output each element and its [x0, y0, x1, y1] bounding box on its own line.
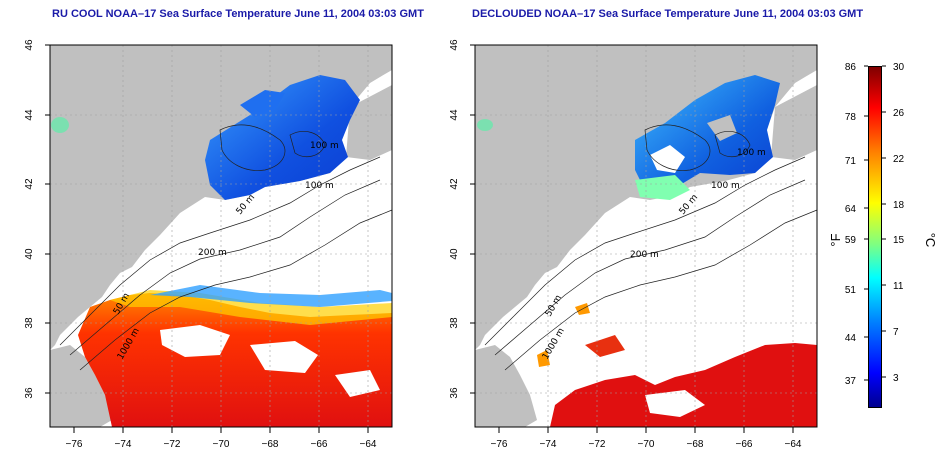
coast-peninsula	[475, 345, 537, 427]
x-tick-label: −66	[311, 439, 328, 450]
fahrenheit-tick: 59	[845, 235, 857, 246]
contour-label-200m: 200 m	[198, 248, 227, 258]
celsius-tick: 30	[893, 62, 905, 73]
fahrenheit-tick: 37	[845, 376, 857, 387]
celsius-tick: 18	[893, 200, 905, 211]
x-tick-label: −74	[540, 439, 557, 450]
celsius-tick: 7	[893, 327, 899, 338]
y-tick-label: 44	[24, 109, 35, 121]
x-tick-label: −76	[66, 439, 83, 450]
right-map-svg: 100 m 50 m 200 m 50 m 1000 m 100 m −76 −…	[449, 39, 818, 450]
celsius-tick: 15	[893, 235, 905, 246]
transition-patch	[635, 175, 690, 200]
left-map: 100 m 50 m 200 m 50 m 1000 m 100 m −76 −…	[24, 39, 393, 450]
fahrenheit-label: °F	[828, 233, 843, 246]
fahrenheit-tick: 71	[845, 156, 857, 167]
cloud-gap-1	[160, 325, 230, 357]
x-tick-label: −72	[164, 439, 181, 450]
decloud-gap-1	[650, 145, 685, 173]
y-tick-label: 40	[449, 248, 460, 260]
celsius-tick: 3	[893, 373, 899, 384]
celsius-tick: 26	[893, 108, 905, 119]
x-tick-label: −74	[115, 439, 132, 450]
left-panel-title: RU COOL NOAA–17 Sea Surface Temperature …	[52, 8, 424, 20]
cool-streaks	[150, 285, 392, 307]
colorbar	[868, 66, 882, 408]
y-tick-label: 42	[24, 178, 35, 190]
x-tick-label: −72	[589, 439, 606, 450]
y-tick-label: 36	[449, 387, 460, 399]
y-tick-label: 44	[449, 109, 460, 121]
right-panel-title: DECLOUDED NOAA–17 Sea Surface Temperatur…	[472, 8, 864, 20]
x-tick-label: −68	[687, 439, 704, 450]
x-axis	[498, 427, 794, 433]
small-warm-patch	[477, 119, 493, 131]
y-axis	[470, 44, 475, 394]
fahrenheit-tick: 44	[845, 333, 857, 344]
y-axis	[45, 44, 50, 394]
y-tick-label: 38	[449, 317, 460, 329]
warm-water-region	[78, 293, 392, 427]
right-map: 100 m 50 m 200 m 50 m 1000 m 100 m −76 −…	[449, 39, 818, 450]
contour-label-100m-gulf: 100 m	[737, 148, 766, 158]
contour-label-100m-gulf: 100 m	[310, 141, 339, 151]
contour-label-100m: 100 m	[305, 181, 334, 191]
y-tick-label: 38	[24, 317, 35, 329]
cold-water-region	[205, 75, 360, 200]
contour-label-100m: 100 m	[711, 181, 740, 191]
bathymetry-contours	[484, 124, 818, 371]
orange-patch-2	[537, 350, 550, 367]
y-tick-label: 42	[449, 178, 460, 190]
cloud-gap-2	[250, 341, 318, 373]
x-tick-label: −66	[736, 439, 753, 450]
celsius-tick: 11	[893, 281, 904, 292]
x-tick-label: −64	[785, 439, 802, 450]
y-tick-label: 36	[24, 387, 35, 399]
contour-label-200m: 200 m	[630, 250, 659, 260]
fahrenheit-tick: 86	[845, 62, 857, 73]
coast-peninsula	[50, 345, 112, 427]
nova-scotia	[771, 85, 817, 160]
left-map-svg: 100 m 50 m 200 m 50 m 1000 m 100 m −76 −…	[24, 39, 393, 450]
transition-band	[110, 290, 392, 325]
cloud-gap-3	[335, 370, 380, 397]
bathymetry-contours	[59, 124, 393, 371]
fahrenheit-tick: 78	[845, 112, 857, 123]
celsius-label: °C	[923, 233, 938, 248]
y-tick-label: 40	[24, 248, 35, 260]
x-axis	[73, 427, 369, 433]
warm-water-patch	[585, 335, 625, 357]
y-tick-label: 46	[24, 39, 35, 51]
warm-water-region	[550, 343, 817, 427]
x-tick-label: −70	[213, 439, 230, 450]
warm-gap	[645, 390, 705, 417]
y-tick-label: 46	[449, 39, 460, 51]
decloud-gap-2	[707, 115, 737, 141]
fahrenheit-tick: 51	[845, 285, 857, 296]
x-tick-label: −64	[360, 439, 377, 450]
cold-water-patch	[240, 90, 285, 117]
x-tick-label: −76	[491, 439, 508, 450]
x-tick-label: −68	[262, 439, 279, 450]
fahrenheit-tick: 64	[845, 204, 857, 215]
x-tick-label: −70	[638, 439, 655, 450]
small-warm-patch	[51, 117, 69, 133]
celsius-tick: 22	[893, 154, 905, 165]
